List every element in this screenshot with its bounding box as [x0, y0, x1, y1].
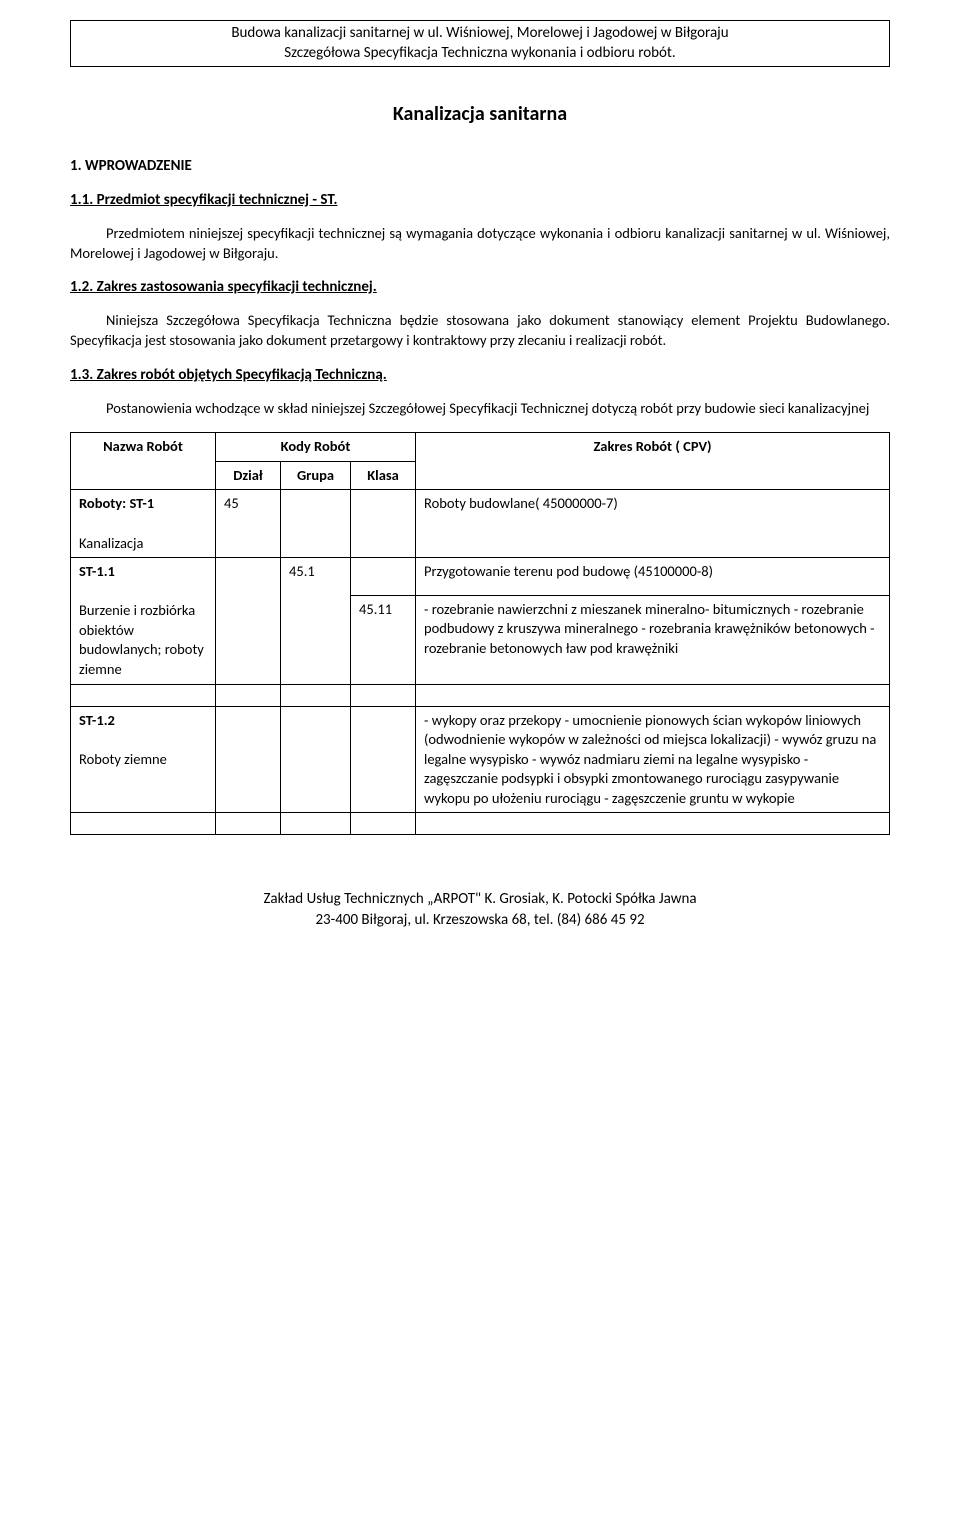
cell-dzial	[216, 706, 281, 813]
cell-empty	[71, 684, 216, 706]
cell-klasa	[351, 706, 416, 813]
cell-grupa	[281, 706, 351, 813]
cell-empty	[351, 813, 416, 835]
table-row: ST-1.1Burzenie i rozbiórka obiektów budo…	[71, 558, 890, 596]
cell-klasa	[351, 558, 416, 596]
cell-zakres: - wykopy oraz przekopy - umocnienie pion…	[416, 706, 890, 813]
paragraph-1-3: Postanowienia wchodzące w skład niniejsz…	[70, 399, 890, 419]
cell-name: ST-1.2Roboty ziemne	[71, 706, 216, 813]
header-line-2: Szczegółowa Specyfikacja Techniczna wyko…	[77, 43, 883, 63]
heading-1-3: 1.3. Zakres robót objętych Specyfikacją …	[70, 365, 890, 385]
table-header-row-1: Nazwa Robót Kody Robót Zakres Robót ( CP…	[71, 433, 890, 462]
page-header-box: Budowa kanalizacji sanitarnej w ul. Wiśn…	[70, 20, 890, 67]
cell-name: Roboty: ST-1Kanalizacja	[71, 490, 216, 558]
document-title: Kanalizacja sanitarna	[70, 101, 890, 128]
heading-1-1: 1.1. Przedmiot specyfikacji technicznej …	[70, 190, 890, 210]
paragraph-1-2: Niniejsza Szczegółowa Specyfikacja Techn…	[70, 311, 890, 350]
table-row: ST-1.2Roboty ziemne - wykopy oraz przeko…	[71, 706, 890, 813]
cell-klasa	[351, 490, 416, 558]
page-footer: Zakład Usług Technicznych „ARPOT" K. Gro…	[70, 889, 890, 930]
th-codes: Kody Robót	[216, 433, 416, 462]
cell-empty	[351, 684, 416, 706]
cell-empty	[216, 813, 281, 835]
cell-empty	[281, 813, 351, 835]
table-spacer-row	[71, 813, 890, 835]
cell-zakres: - rozebranie nawierzchni z mieszanek min…	[416, 595, 890, 684]
cell-empty	[416, 813, 890, 835]
cell-name: ST-1.1Burzenie i rozbiórka obiektów budo…	[71, 558, 216, 684]
footer-line-1: Zakład Usług Technicznych „ARPOT" K. Gro…	[70, 889, 890, 909]
cpv-table: Nazwa Robót Kody Robót Zakres Robót ( CP…	[70, 432, 890, 835]
cell-grupa	[281, 490, 351, 558]
cell-zakres: Przygotowanie terenu pod budowę (4510000…	[416, 558, 890, 596]
cell-klasa: 45.11	[351, 595, 416, 684]
cell-grupa: 45.1	[281, 558, 351, 684]
cell-zakres: Roboty budowlane( 45000000-7)	[416, 490, 890, 558]
th-klasa: Klasa	[351, 461, 416, 490]
paragraph-1-1: Przedmiotem niniejszej specyfikacji tech…	[70, 224, 890, 263]
th-zakres: Zakres Robót ( CPV)	[416, 433, 890, 490]
th-grupa: Grupa	[281, 461, 351, 490]
th-dzial: Dział	[216, 461, 281, 490]
th-name: Nazwa Robót	[71, 433, 216, 490]
footer-line-2: 23-400 Biłgoraj, ul. Krzeszowska 68, tel…	[70, 910, 890, 930]
cell-dzial: 45	[216, 490, 281, 558]
cell-empty	[71, 813, 216, 835]
header-line-1: Budowa kanalizacji sanitarnej w ul. Wiśn…	[77, 23, 883, 43]
heading-1: 1. WPROWADZENIE	[70, 156, 890, 176]
table-spacer-row	[71, 684, 890, 706]
cell-empty	[281, 684, 351, 706]
cell-dzial	[216, 558, 281, 684]
cell-empty	[216, 684, 281, 706]
cell-empty	[416, 684, 890, 706]
heading-1-2: 1.2. Zakres zastosowania specyfikacji te…	[70, 277, 890, 297]
table-row: Roboty: ST-1Kanalizacja 45 Roboty budowl…	[71, 490, 890, 558]
